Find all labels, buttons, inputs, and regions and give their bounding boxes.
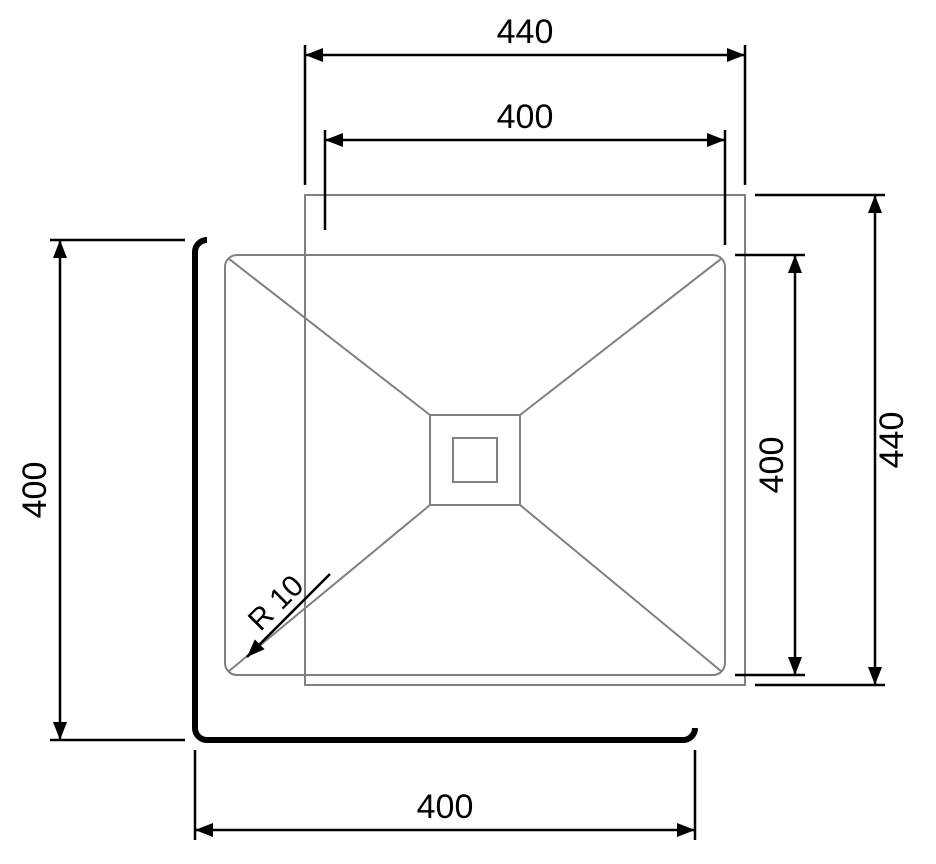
dim-right-outer: 440: [873, 412, 911, 469]
dim-top-inner: 400: [497, 98, 554, 136]
dim-right-inner: 400: [753, 437, 791, 494]
drain-inner: [453, 438, 497, 482]
dim-left: 400: [16, 462, 54, 519]
sink-edge: [195, 240, 695, 740]
dim-bottom: 400: [417, 788, 474, 826]
cutout-outline: [305, 195, 745, 685]
drain-outer: [430, 415, 520, 505]
dim-top-outer: 440: [497, 13, 554, 51]
